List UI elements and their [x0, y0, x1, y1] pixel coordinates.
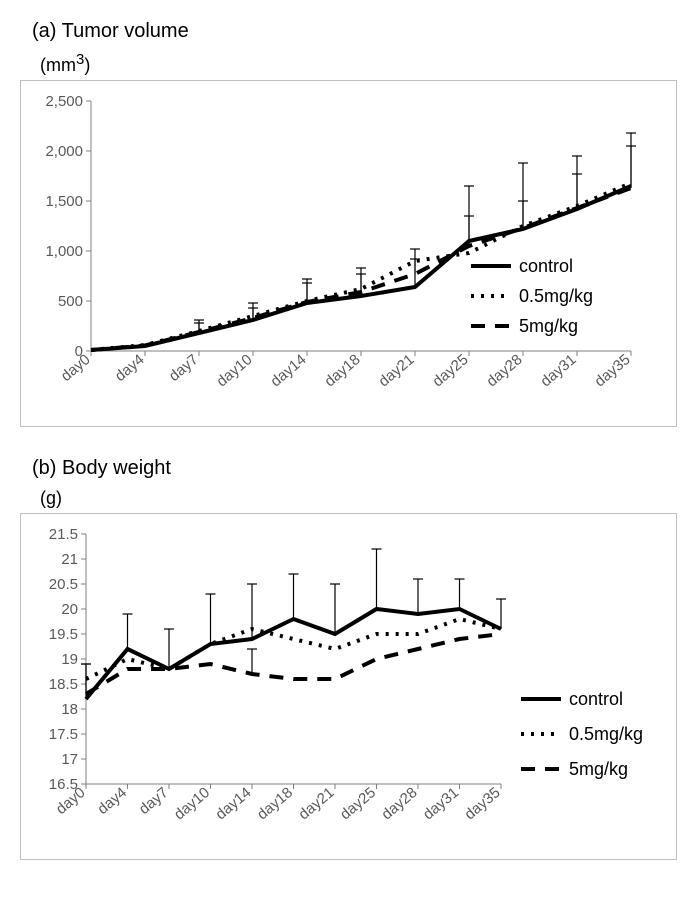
svg-text:day25: day25: [429, 351, 471, 390]
svg-text:day21: day21: [295, 784, 337, 823]
svg-text:day31: day31: [537, 351, 579, 390]
svg-text:2,000: 2,000: [45, 143, 83, 160]
svg-text:500: 500: [58, 293, 83, 310]
svg-text:day4: day4: [112, 351, 148, 385]
svg-text:day28: day28: [483, 351, 525, 390]
svg-text:0.5mg/kg: 0.5mg/kg: [519, 286, 593, 306]
svg-text:1,500: 1,500: [45, 193, 83, 210]
svg-text:day14: day14: [212, 784, 254, 823]
svg-text:21.5: 21.5: [49, 526, 78, 543]
svg-text:2,500: 2,500: [45, 93, 83, 110]
svg-text:day28: day28: [378, 784, 420, 823]
svg-text:20.5: 20.5: [49, 576, 78, 593]
chart-b-unit: (g): [40, 488, 677, 509]
svg-text:19: 19: [61, 651, 78, 668]
chart-a-unit-open: (mm: [40, 55, 76, 75]
svg-text:day31: day31: [420, 784, 462, 823]
svg-text:day0: day0: [58, 351, 94, 385]
svg-text:19.5: 19.5: [49, 626, 78, 643]
chart-b-box: 16.51717.51818.51919.52020.52121.5day0da…: [20, 513, 677, 860]
chart-a-svg: 05001,0001,5002,0002,500day0day4day7day1…: [31, 91, 651, 421]
svg-text:1,000: 1,000: [45, 243, 83, 260]
svg-text:day7: day7: [136, 784, 172, 818]
svg-text:5mg/kg: 5mg/kg: [519, 316, 578, 336]
svg-text:day10: day10: [213, 351, 255, 390]
svg-text:day35: day35: [591, 351, 633, 390]
svg-text:5mg/kg: 5mg/kg: [569, 759, 628, 779]
svg-text:day25: day25: [337, 784, 379, 823]
svg-text:17: 17: [61, 751, 78, 768]
svg-text:day14: day14: [267, 351, 309, 390]
svg-text:day35: day35: [461, 784, 503, 823]
svg-text:day18: day18: [254, 784, 296, 823]
svg-text:control: control: [569, 689, 623, 709]
svg-text:18.5: 18.5: [49, 676, 78, 693]
chart-a-unit-close: ): [84, 55, 90, 75]
chart-a-box: 05001,0001,5002,0002,500day0day4day7day1…: [20, 80, 677, 427]
svg-text:21: 21: [61, 551, 78, 568]
svg-text:18: 18: [61, 701, 78, 718]
chart-a-title: (a) Tumor volume: [32, 20, 677, 43]
svg-text:day4: day4: [94, 784, 130, 818]
svg-text:0.5mg/kg: 0.5mg/kg: [569, 724, 643, 744]
svg-text:control: control: [519, 256, 573, 276]
svg-text:day7: day7: [166, 351, 202, 385]
svg-text:17.5: 17.5: [49, 726, 78, 743]
chart-b-svg: 16.51717.51818.51919.52020.52121.5day0da…: [31, 524, 651, 854]
svg-text:day10: day10: [171, 784, 213, 823]
svg-text:20: 20: [61, 601, 78, 618]
svg-text:day21: day21: [375, 351, 417, 390]
chart-b-title: (b) Body weight: [32, 457, 677, 480]
svg-text:day18: day18: [321, 351, 363, 390]
chart-a-unit: (mm3): [40, 51, 677, 76]
